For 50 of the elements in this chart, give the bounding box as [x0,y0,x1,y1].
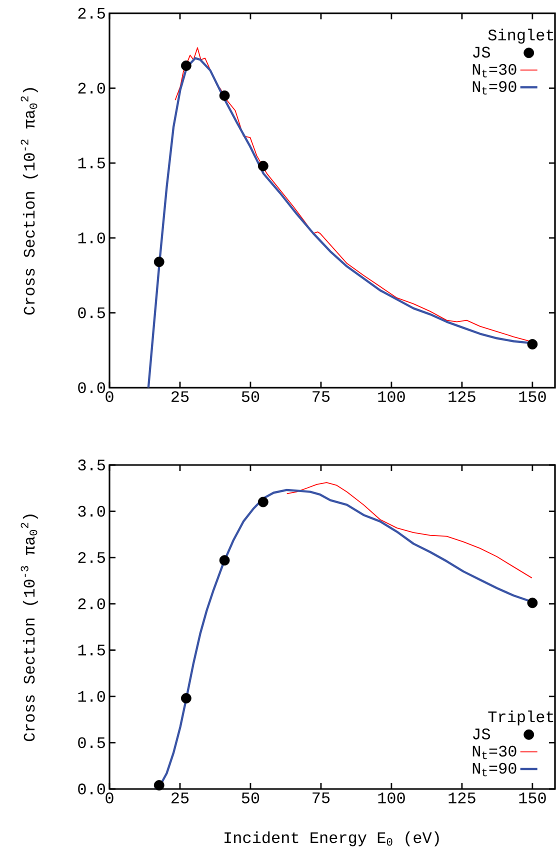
x-tick-label: 100 [378,391,405,402]
y-axis-title: Cross Section (10$^{-2}$ πa$_{0}$$^{2}$) [20,88,38,315]
y-tick-label: 1.5 [78,158,105,168]
y-tick-label: 0.5 [78,737,105,748]
x-tick-label: 75 [312,391,330,402]
y-tick-label: 2.5 [78,8,105,19]
y-tick-label: 2.0 [78,82,105,94]
point [258,496,268,508]
y-tick-label: 3.5 [78,460,105,470]
legend-label: N$_{t}$=30 [472,746,516,760]
point [219,90,230,101]
x-tick-label: 150 [519,391,546,402]
point [154,780,164,790]
legend-title: Triplet [488,710,554,726]
point [180,693,192,704]
legend-label: JS [472,728,490,740]
point [527,598,538,608]
y-tick-label: 2.0 [78,598,105,610]
legend-title: Singlet [488,28,554,44]
y-tick-label: 2.5 [78,552,105,563]
y-tick-label: 0.5 [78,307,105,318]
x-tick-label: 150 [519,792,546,804]
point [258,160,268,172]
x-tick-label: 50 [242,792,260,804]
x-tick-label: 75 [312,792,330,804]
y-tick-label: 0.0 [78,784,105,794]
y-axis-title: Cross Section (10$^{-3}$ πa$_{0}$$^{2}$) [20,514,38,742]
text: Incident Energy E$_{0}$ (eV) [224,831,439,846]
legend-label: N$_{t}$=90 [472,81,516,95]
legend-label: N$_{t}$=30 [472,64,516,78]
x-tick-label: 25 [172,391,189,402]
x-tick-label: 100 [378,792,405,804]
x-tick-label: 125 [448,792,476,804]
line-series [286,482,532,578]
y-tick-label: 3.0 [78,506,105,517]
legend-label: N$_{t}$=90 [472,762,516,776]
y-tick-label: 0.0 [78,382,105,394]
x-tick-label: 50 [242,391,260,402]
y-tick-label: 1.0 [78,232,105,244]
point [180,60,192,71]
point [219,555,230,566]
x-tick-label: 25 [172,792,189,804]
y-tick-label: 1.0 [78,690,105,702]
x-tick-label: 0 [106,792,114,804]
point [527,339,538,350]
x-tick-label: 0 [106,391,114,402]
x-tick-label: 125 [448,391,476,402]
point [154,256,164,268]
y-tick-label: 1.5 [78,644,105,656]
legend-label: JS [472,46,490,58]
